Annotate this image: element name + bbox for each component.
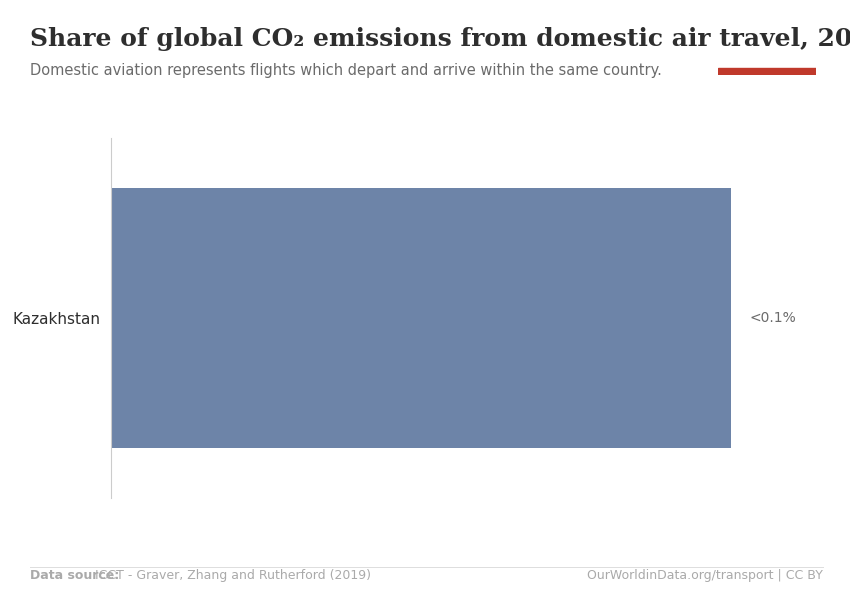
Text: OurWorldinData.org/transport | CC BY: OurWorldinData.org/transport | CC BY [586,569,823,582]
Bar [718,68,816,75]
Bar [110,188,731,448]
Text: <0.1%: <0.1% [750,311,796,325]
Text: in Data: in Data [746,49,788,58]
Text: Domestic aviation represents flights which depart and arrive within the same cou: Domestic aviation represents flights whi… [30,63,661,78]
Text: ICCT - Graver, Zhang and Rutherford (2019): ICCT - Graver, Zhang and Rutherford (201… [91,569,371,582]
Text: Share of global CO₂ emissions from domestic air travel, 2018: Share of global CO₂ emissions from domes… [30,27,850,51]
Text: Data source:: Data source: [30,569,119,582]
Text: Our World: Our World [737,31,796,41]
